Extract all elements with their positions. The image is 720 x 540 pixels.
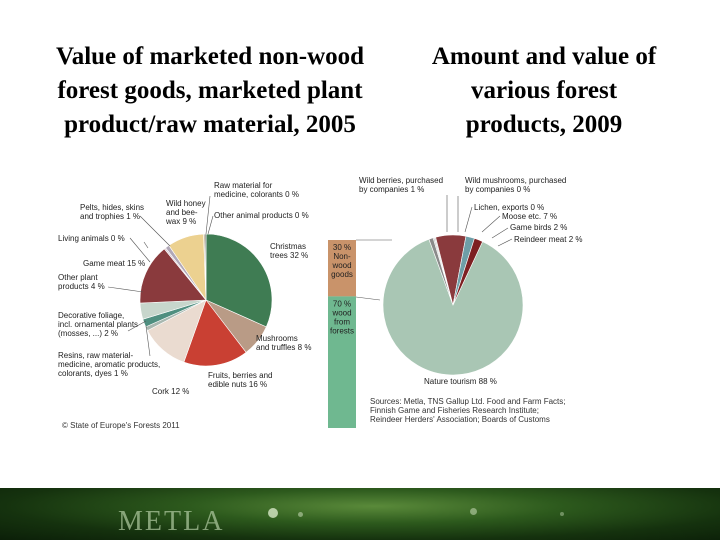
left-pie-label: Pelts, hides, skins and trophies 1 %: [80, 203, 144, 221]
title-line: products, 2009: [465, 111, 623, 138]
leader-line: [497, 238, 513, 247]
sources-label: Sources: Metla, TNS Gallup Ltd. Food and…: [370, 397, 566, 424]
right-pie-label: Wild berries, purchased by companies 1 %: [359, 176, 443, 194]
leader-line: [127, 320, 147, 332]
left-pie-label: Mushrooms and truffles 8 %: [256, 334, 311, 352]
leader-line: [205, 195, 211, 235]
chart-title-left: Value of marketed non-wood forest goods,…: [28, 40, 392, 142]
right-pie-slice-6: [452, 237, 483, 306]
left-pie-label: Game meat 15 %: [83, 259, 145, 268]
title-line: forest goods, marketed plant: [57, 77, 363, 104]
decorative-light: [268, 508, 278, 518]
right-pie-label: Lichen, exports 0 %: [474, 203, 544, 212]
right-pie-slice-0: [382, 238, 524, 376]
right-pie-label: Reindeer meat 2 %: [514, 235, 582, 244]
right-pie-label: Wild mushrooms, purchased by companies 0 …: [465, 176, 566, 194]
left-pie-slice-7: [139, 248, 207, 304]
left-pie-slice-2: [183, 299, 247, 367]
footer-banner: METLA: [0, 488, 720, 540]
left-pie-label: Cork 12 %: [152, 387, 189, 396]
stacked-bar-segment-0: [328, 240, 356, 297]
leader-line: [491, 227, 509, 239]
right-pie-label: Game birds 2 %: [510, 223, 567, 232]
chart-title-right: Amount and value of various forest produ…: [410, 40, 678, 142]
left-pie-label: Living animals 0 %: [58, 234, 125, 243]
right-pie-label: Moose etc. 7 %: [502, 212, 557, 221]
title-line: product/raw material, 2005: [64, 111, 356, 138]
connector-line: [355, 296, 381, 301]
right-pie-label: Nature tourism 88 %: [424, 377, 497, 386]
leader-line: [129, 237, 151, 263]
left-pie-label: Raw material for medicine, colorants 0 %: [214, 181, 299, 199]
title-line: Value of marketed non-wood: [55, 43, 365, 70]
left-pie-label: Other plant products 4 %: [58, 273, 105, 291]
left-pie-label: Other animal products 0 %: [214, 211, 309, 220]
left-pie-label: Decorative foliage, incl. ornamental plan…: [58, 311, 138, 338]
left-pie-label: Resins, raw material-medicine, aromatic …: [58, 351, 160, 378]
leader-line: [107, 286, 144, 293]
stacked-bar-label: 70 % wood from forests: [330, 299, 354, 335]
leader-line: [481, 215, 501, 233]
leader-line: [207, 215, 214, 235]
metla-logo: METLA: [118, 506, 225, 537]
stacked-bar-segment-1: [328, 296, 356, 428]
leader-line: [145, 325, 151, 357]
leader-line: [464, 206, 473, 233]
left-pie-label: Wild honey and bee-wax 9 %: [165, 199, 206, 226]
leader-line: [139, 215, 171, 247]
credit-label: © State of Europe's Forests 2011: [62, 421, 180, 430]
left-pie-slice-0: [205, 233, 273, 328]
leader-line: [143, 241, 149, 249]
title-line: various forest: [470, 77, 618, 104]
left-pie-label: Fruits, berries and edible nuts 16 %: [208, 371, 272, 389]
stacked-bar-label: 30 % Non-wood goods: [331, 243, 353, 279]
decorative-light: [560, 512, 564, 516]
left-pie-slice-12: [204, 233, 207, 301]
title-line: Amount and value of: [431, 43, 657, 70]
decorative-light: [298, 512, 303, 517]
left-pie-label: Christmas trees 32 %: [270, 242, 308, 260]
decorative-light: [470, 508, 477, 515]
